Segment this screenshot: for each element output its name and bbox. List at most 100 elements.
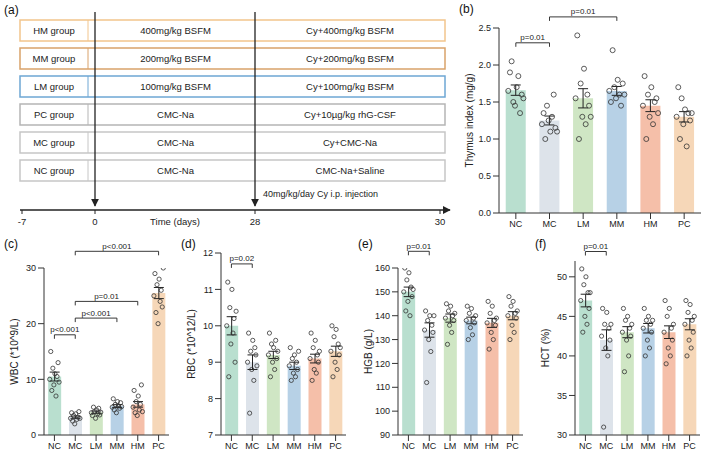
- svg-text:WBC (*10^9/L): WBC (*10^9/L): [9, 318, 20, 384]
- svg-text:LM: LM: [621, 441, 634, 451]
- svg-text:MC group: MC group: [33, 137, 75, 148]
- svg-text:Time (days): Time (days): [150, 216, 200, 227]
- svg-text:0.5: 0.5: [478, 171, 491, 181]
- svg-text:100mg/kg BSFM: 100mg/kg BSFM: [140, 81, 211, 92]
- svg-text:LM: LM: [577, 219, 590, 229]
- svg-text:MC: MC: [68, 441, 82, 451]
- svg-text:200mg/kg BSFM: 200mg/kg BSFM: [140, 53, 211, 64]
- svg-text:0: 0: [92, 216, 97, 227]
- svg-text:40mg/kg/day Cy i.p. injection: 40mg/kg/day Cy i.p. injection: [263, 189, 378, 199]
- svg-text:90: 90: [380, 430, 390, 440]
- svg-text:400mg/kg BSFM: 400mg/kg BSFM: [140, 25, 211, 36]
- svg-text:LM: LM: [444, 441, 457, 451]
- svg-text:Cy+200mg/kg BSFM: Cy+200mg/kg BSFM: [306, 53, 394, 64]
- svg-text:p=0.01: p=0.01: [583, 242, 608, 251]
- svg-text:Cy+100mg/kg BSFM: Cy+100mg/kg BSFM: [306, 81, 394, 92]
- svg-text:HM: HM: [662, 441, 676, 451]
- svg-text:11: 11: [204, 285, 213, 295]
- svg-text:PC: PC: [329, 441, 342, 451]
- svg-text:1.5: 1.5: [478, 97, 491, 107]
- svg-text:MC: MC: [543, 219, 557, 229]
- svg-text:HM: HM: [308, 441, 322, 451]
- svg-text:HM: HM: [485, 441, 499, 451]
- svg-text:MM: MM: [463, 441, 478, 451]
- svg-text:NC: NC: [225, 441, 238, 451]
- svg-text:NC group: NC group: [34, 165, 75, 176]
- svg-text:NC: NC: [48, 441, 61, 451]
- svg-text:MM: MM: [286, 441, 301, 451]
- svg-text:Cy+400mg/kg BSFM: Cy+400mg/kg BSFM: [306, 25, 394, 36]
- svg-text:p=0.01: p=0.01: [94, 292, 119, 301]
- svg-text:NC: NC: [579, 441, 592, 451]
- svg-text:2.5: 2.5: [478, 23, 491, 33]
- svg-text:MC: MC: [422, 441, 436, 451]
- svg-text:CMC-Na: CMC-Na: [157, 165, 195, 176]
- svg-text:p=0.02: p=0.02: [229, 254, 254, 263]
- svg-text:(a): (a): [4, 3, 19, 17]
- svg-text:45: 45: [557, 312, 567, 322]
- svg-text:2.0: 2.0: [478, 60, 491, 70]
- svg-text:100: 100: [375, 406, 390, 416]
- svg-text:HM group: HM group: [33, 25, 75, 36]
- svg-text:PC: PC: [506, 441, 519, 451]
- svg-text:LM: LM: [267, 441, 280, 451]
- svg-text:30: 30: [26, 263, 36, 273]
- svg-text:p<0.001: p<0.001: [82, 309, 112, 318]
- svg-text:MM group: MM group: [33, 53, 76, 64]
- svg-text:20: 20: [26, 319, 36, 329]
- svg-text:MC: MC: [245, 441, 259, 451]
- svg-text:1.0: 1.0: [478, 134, 491, 144]
- svg-text:MM: MM: [609, 219, 624, 229]
- svg-text:110: 110: [376, 382, 390, 392]
- svg-text:MM: MM: [109, 441, 124, 451]
- svg-text:12: 12: [203, 248, 213, 258]
- svg-text:NC: NC: [509, 219, 522, 229]
- svg-text:MM: MM: [640, 441, 655, 451]
- svg-text:HM: HM: [131, 441, 145, 451]
- html-text:(b): (b): [459, 2, 474, 16]
- svg-text:p<0.001: p<0.001: [102, 242, 132, 251]
- svg-text:PC: PC: [683, 441, 696, 451]
- svg-text:Thymus index (mg/g): Thymus index (mg/g): [464, 74, 475, 168]
- svg-text:PC: PC: [678, 219, 691, 229]
- svg-text:NC: NC: [402, 441, 415, 451]
- svg-text:30: 30: [435, 216, 446, 227]
- svg-text:9: 9: [208, 357, 213, 367]
- svg-text:Cy+10µg/kg rhG-CSF: Cy+10µg/kg rhG-CSF: [304, 109, 396, 120]
- svg-text:LM: LM: [90, 441, 103, 451]
- svg-text:10: 10: [26, 375, 36, 385]
- svg-text:CMC-Na+Saline: CMC-Na+Saline: [316, 165, 385, 176]
- svg-text:40: 40: [557, 351, 567, 361]
- svg-text:p=0.01: p=0.01: [571, 7, 596, 16]
- svg-text:130: 130: [375, 335, 390, 345]
- svg-text:HCT (%): HCT (%): [540, 329, 551, 368]
- svg-text:HGB (g/L): HGB (g/L): [363, 329, 374, 374]
- svg-text:0.0: 0.0: [478, 208, 491, 218]
- svg-text:RBC (*10^12/L): RBC (*10^12/L): [186, 309, 197, 379]
- svg-text:7: 7: [208, 430, 213, 440]
- svg-text:p=0.01: p=0.01: [520, 33, 545, 42]
- svg-text:CMC-Na: CMC-Na: [157, 109, 195, 120]
- svg-text:140: 140: [375, 311, 390, 321]
- svg-text:PC: PC: [152, 441, 165, 451]
- svg-text:120: 120: [375, 359, 390, 369]
- svg-text:50: 50: [557, 272, 567, 282]
- svg-text:150: 150: [375, 287, 390, 297]
- svg-text:PC group: PC group: [34, 109, 74, 120]
- svg-text:28: 28: [250, 216, 261, 227]
- svg-text:Cy+CMC-Na: Cy+CMC-Na: [323, 137, 378, 148]
- svg-text:35: 35: [557, 391, 567, 401]
- svg-text:10: 10: [203, 321, 213, 331]
- svg-text:-7: -7: [18, 216, 26, 227]
- svg-text:p<0.001: p<0.001: [50, 325, 80, 334]
- svg-text:30: 30: [557, 430, 567, 440]
- svg-text:LM group: LM group: [34, 81, 74, 92]
- svg-text:0: 0: [31, 430, 36, 440]
- svg-text:CMC-Na: CMC-Na: [157, 137, 195, 148]
- svg-text:p=0.01: p=0.01: [406, 242, 431, 251]
- html-text:(c): (c): [4, 237, 18, 251]
- svg-text:MC: MC: [599, 441, 613, 451]
- svg-text:8: 8: [208, 394, 213, 404]
- svg-text:HM: HM: [644, 219, 658, 229]
- svg-text:160: 160: [375, 263, 390, 273]
